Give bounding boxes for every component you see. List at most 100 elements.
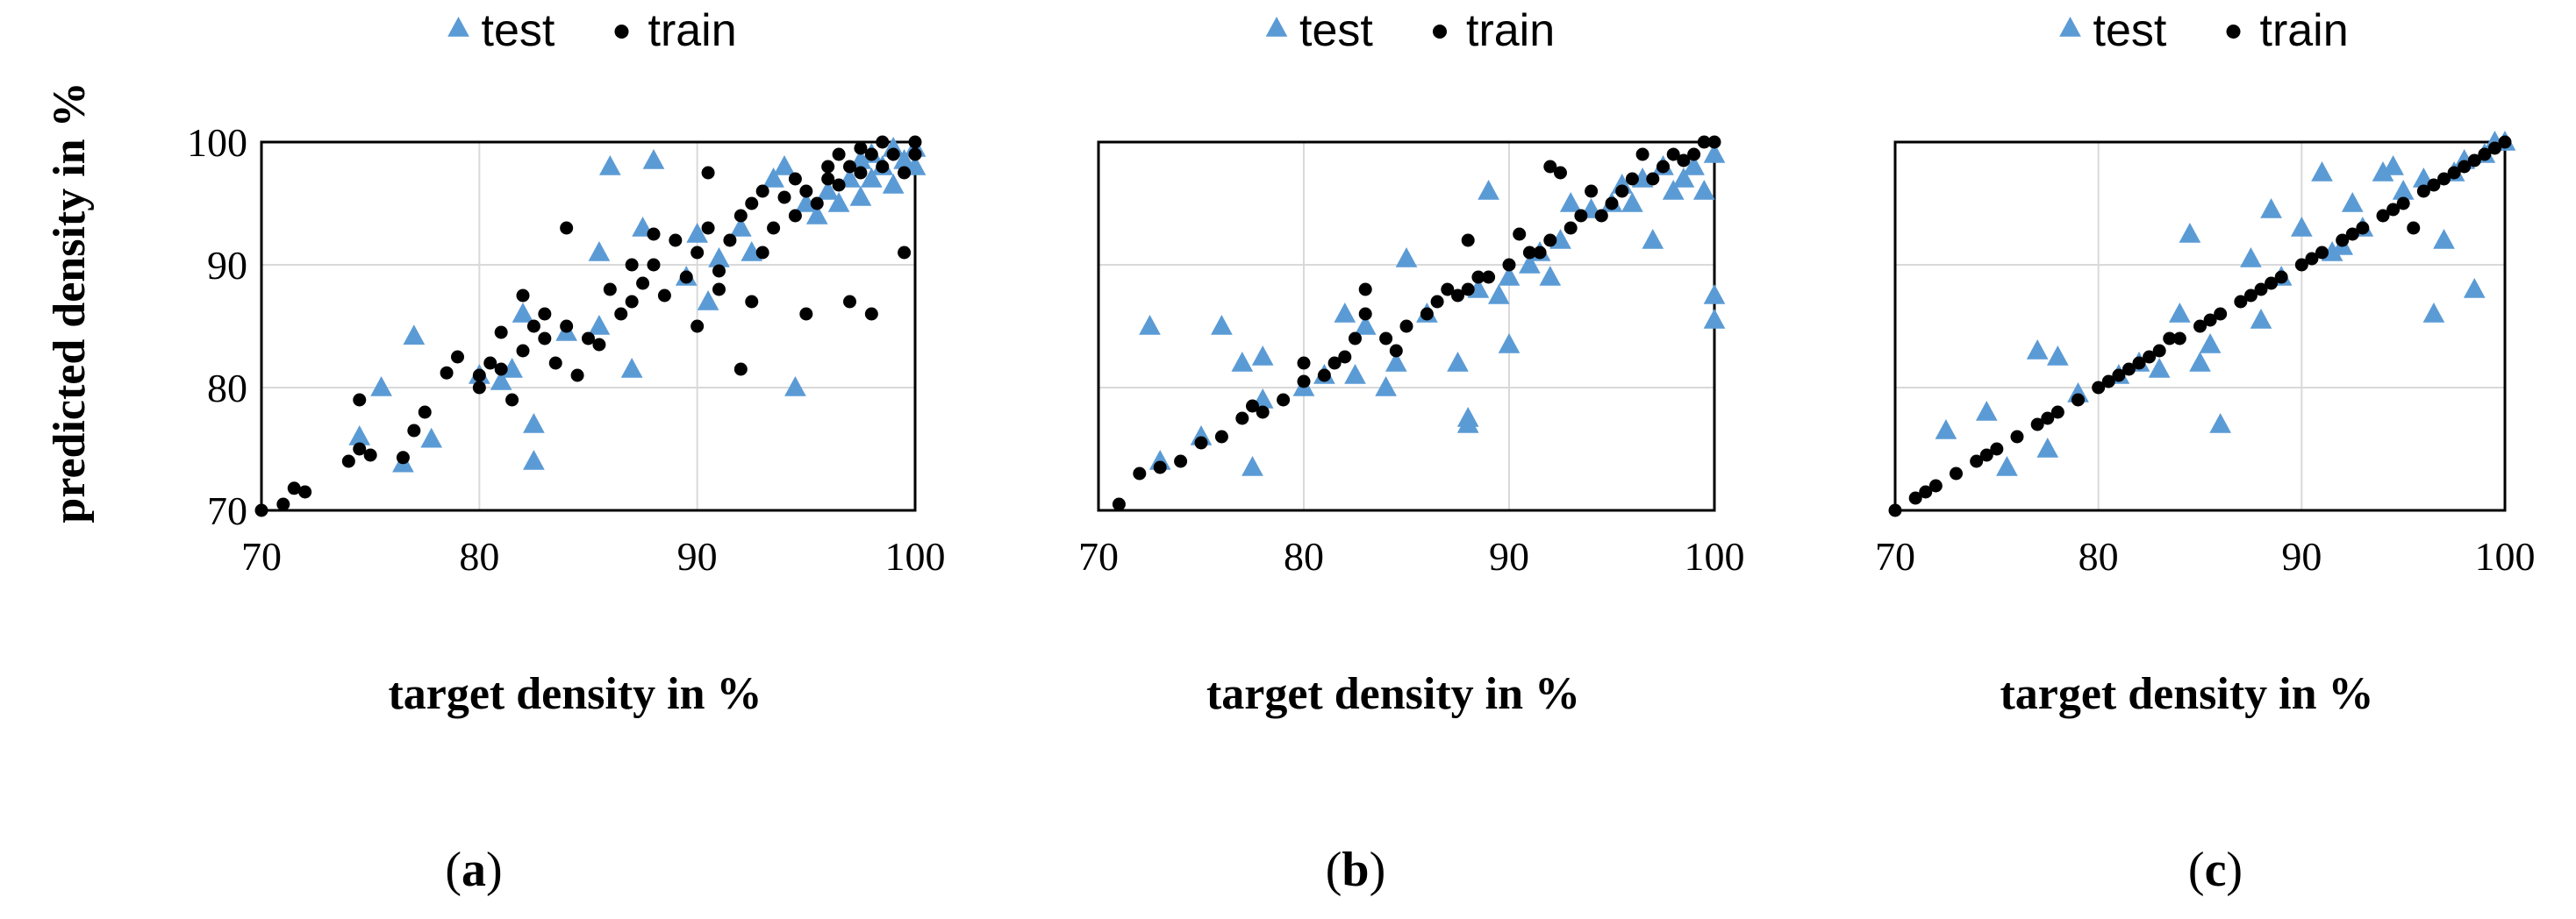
train-point bbox=[2172, 331, 2186, 346]
train-point bbox=[2274, 270, 2288, 284]
legend-train-marker bbox=[2226, 25, 2241, 39]
train-point bbox=[647, 227, 661, 241]
test-point bbox=[588, 241, 611, 261]
train-point bbox=[1522, 246, 1536, 260]
train-point bbox=[2072, 393, 2085, 407]
test-point bbox=[2046, 346, 2069, 366]
x-tick-label: 70 bbox=[1875, 534, 1915, 579]
train-point bbox=[1950, 467, 1963, 481]
test-point bbox=[403, 324, 426, 345]
train-point bbox=[2193, 319, 2207, 333]
train-point bbox=[1297, 374, 1311, 388]
train-point bbox=[1513, 227, 1527, 241]
test-point bbox=[2209, 413, 2232, 433]
train-point bbox=[2152, 344, 2166, 358]
train-point bbox=[1908, 491, 1922, 505]
test-point bbox=[773, 155, 796, 175]
train-point bbox=[1441, 282, 1455, 296]
test-point bbox=[2463, 278, 2486, 298]
train-point bbox=[1563, 221, 1578, 235]
train-point bbox=[1389, 344, 1403, 358]
train-point bbox=[701, 221, 715, 235]
train-point bbox=[526, 319, 540, 333]
test-point bbox=[1395, 247, 1418, 267]
legend-c: test train bbox=[2059, 5, 2349, 56]
train-point bbox=[625, 295, 639, 309]
train-point bbox=[560, 319, 574, 333]
train-point bbox=[2041, 411, 2055, 425]
x-tick-label: 100 bbox=[1685, 534, 1745, 579]
train-point bbox=[2416, 184, 2430, 198]
test-point bbox=[882, 174, 905, 194]
test-point bbox=[2290, 217, 2313, 237]
test-point bbox=[642, 149, 665, 169]
train-point bbox=[1153, 460, 1167, 474]
test-point bbox=[1996, 456, 2018, 476]
train-point bbox=[2478, 147, 2492, 161]
train-point bbox=[1235, 411, 1249, 425]
test-point bbox=[1642, 229, 1664, 249]
test-point bbox=[2026, 339, 2049, 360]
train-point bbox=[614, 307, 628, 321]
train-point bbox=[483, 356, 497, 370]
train-point bbox=[854, 166, 868, 180]
train-point bbox=[1471, 270, 1485, 284]
train-point bbox=[2487, 141, 2501, 155]
train-point bbox=[864, 147, 878, 161]
test-point bbox=[2392, 180, 2415, 200]
panel-b: test train 70 80 90 100 target density i… bbox=[1078, 5, 1745, 897]
test-point bbox=[2341, 192, 2364, 212]
test-point bbox=[2372, 161, 2394, 182]
train-point bbox=[908, 135, 922, 149]
train-point bbox=[2315, 246, 2329, 260]
test-point bbox=[1683, 155, 1705, 175]
panel-label-letter: c bbox=[2205, 843, 2227, 897]
test-point bbox=[860, 167, 883, 188]
train-point bbox=[1677, 153, 1691, 167]
train-point bbox=[1256, 405, 1270, 419]
test-point bbox=[1519, 253, 1541, 274]
test-point bbox=[2148, 358, 2171, 378]
train-point bbox=[1451, 289, 1464, 303]
test-point bbox=[2189, 352, 2211, 372]
train-point bbox=[1543, 233, 1557, 247]
train-point bbox=[276, 497, 290, 511]
train-point bbox=[1133, 467, 1147, 481]
test-point bbox=[893, 149, 915, 169]
y-tick-label: 70 bbox=[207, 488, 247, 533]
train-point bbox=[472, 368, 486, 382]
train-point bbox=[755, 246, 769, 260]
train-point bbox=[538, 331, 552, 346]
x-tick-label: 90 bbox=[677, 534, 718, 579]
train-point bbox=[1358, 307, 1372, 321]
train-point bbox=[1277, 393, 1291, 407]
train-point bbox=[516, 344, 530, 358]
train-point bbox=[777, 190, 791, 204]
train-point bbox=[2163, 331, 2177, 346]
train-point bbox=[788, 172, 802, 186]
train-point bbox=[2386, 203, 2401, 217]
test-point bbox=[2179, 223, 2201, 243]
train-point bbox=[745, 196, 759, 210]
train-point bbox=[657, 289, 671, 303]
train-point bbox=[1461, 233, 1475, 247]
train-point bbox=[832, 178, 846, 192]
train-point bbox=[1430, 295, 1444, 309]
panel-label-letter: a bbox=[462, 843, 486, 897]
test-point bbox=[1478, 180, 1499, 200]
train-point bbox=[570, 368, 584, 382]
train-point bbox=[2265, 276, 2279, 290]
test-point bbox=[708, 247, 730, 267]
train-point bbox=[712, 282, 726, 296]
train-point bbox=[1625, 172, 1639, 186]
panel-a: test train 70 80 90 100 70 80 90 100 tar… bbox=[187, 5, 946, 897]
train-point bbox=[341, 454, 355, 468]
test-point bbox=[2311, 161, 2333, 182]
train-point bbox=[898, 246, 912, 260]
train-point bbox=[898, 166, 912, 180]
test-point bbox=[1231, 352, 1254, 372]
train-point bbox=[1687, 147, 1701, 161]
test-point bbox=[1975, 401, 1998, 421]
test-point bbox=[1621, 192, 1643, 212]
x-axis-title-c: target density in % bbox=[2000, 669, 2373, 719]
